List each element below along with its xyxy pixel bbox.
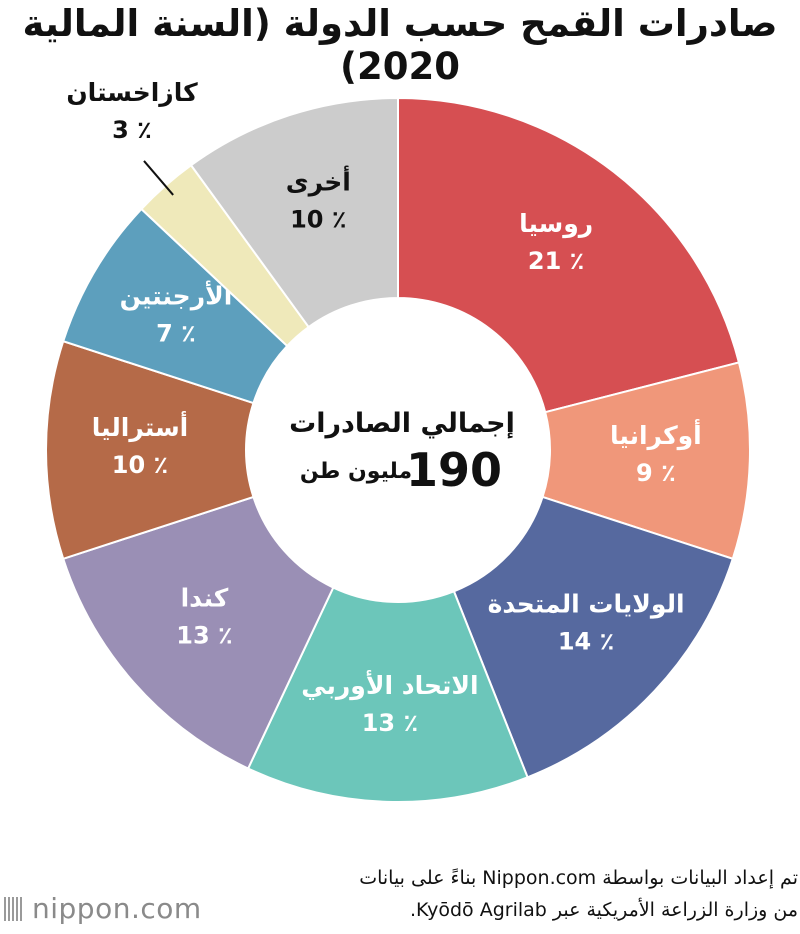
slice-label-الولايات-المتحدة: الولايات المتحدة — [488, 590, 685, 620]
slice-value-روسيا: 21 ٪ — [528, 247, 584, 275]
slice-2 — [452, 495, 735, 779]
slice-value-أخرى: 10 ٪ — [290, 206, 346, 234]
slice-label-كازاخستان: كازاخستان — [66, 78, 198, 107]
slice-label-الاتحاد-الأوربي: الاتحاد الأوربي — [301, 670, 478, 701]
slice-label-أستراليا: أستراليا — [92, 411, 188, 443]
center-label: إجمالي الصادرات — [289, 408, 515, 439]
source-line-1: تم إعداد البيانات بواسطة Nippon.com بناء… — [359, 867, 798, 889]
leader-line-7 — [143, 160, 174, 196]
slice-3 — [246, 586, 529, 803]
source-line-2: من وزارة الزراعة الأمريكية عبر Kyōdō Agr… — [409, 899, 798, 921]
slice-4 — [61, 495, 335, 770]
slice-label-أخرى: أخرى — [286, 166, 351, 198]
slice-value-الأرجنتين: 7 ٪ — [156, 320, 196, 348]
slice-label-روسيا: روسيا — [519, 209, 593, 239]
slice-label-كندا: كندا — [181, 584, 229, 613]
logo-text: nippon.com — [32, 892, 202, 925]
logo-bars-icon — [4, 897, 22, 921]
slice-value-الولايات-المتحدة: 14 ٪ — [558, 628, 614, 656]
slice-label-أوكرانيا: أوكرانيا — [610, 419, 702, 451]
slice-8 — [189, 96, 399, 329]
slice-label-الأرجنتين: الأرجنتين — [120, 281, 233, 312]
source-note: تم إعداد البيانات بواسطة Nippon.com بناء… — [238, 862, 798, 926]
slice-5 — [45, 339, 255, 561]
center-unit: مليون طن — [300, 459, 412, 484]
slice-value-كندا: 13 ٪ — [176, 622, 232, 650]
center-value: 190 — [406, 443, 502, 497]
slice-0 — [397, 96, 741, 414]
slice-value-أستراليا: 10 ٪ — [112, 451, 168, 479]
donut-chart: روسيا 21 ٪ أوكرانيا 9 ٪ الولايات المتحدة 14 ٪… — [45, 78, 751, 803]
slice-value-الاتحاد-الأوربي: 13 ٪ — [362, 709, 418, 737]
nippon-logo: nippon.com — [4, 892, 202, 925]
slice-value-أوكرانيا: 9 ٪ — [636, 459, 676, 487]
slice-value-كازاخستان: 3 ٪ — [112, 116, 152, 144]
chart-title: صادرات القمح حسب الدولة (السنة المالية 2… — [22, 2, 778, 88]
